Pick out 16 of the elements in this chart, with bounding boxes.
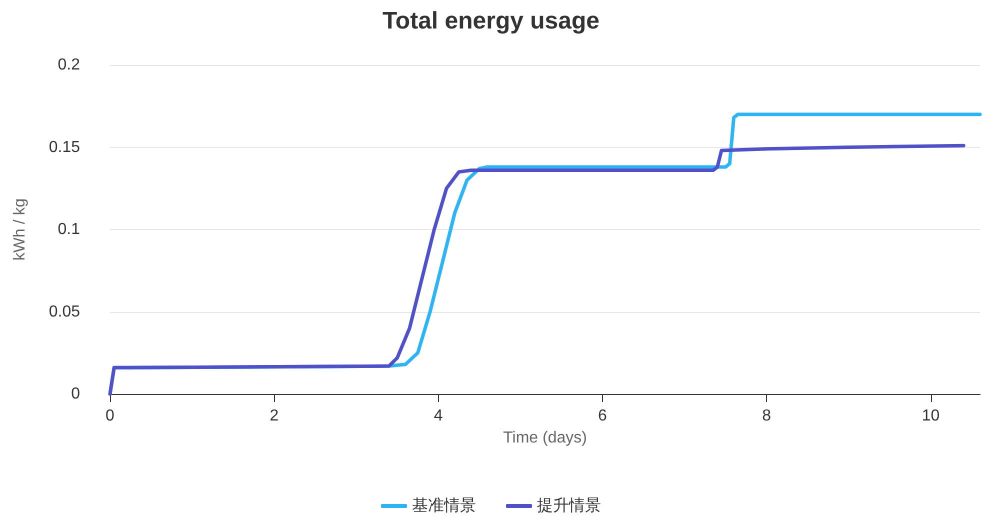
x-tick-label: 6 <box>598 408 607 424</box>
legend-label: 提升情景 <box>537 496 601 514</box>
x-tick-label: 2 <box>270 408 279 424</box>
y-tick-label: 0.05 <box>48 303 80 320</box>
y-axis-title: kWh / kg <box>12 198 28 261</box>
y-tick-label: 0.15 <box>48 138 80 156</box>
x-tick-label: 8 <box>762 408 772 424</box>
x-tick-label: 0 <box>106 408 115 424</box>
chart-title: Total energy usage <box>382 8 600 34</box>
x-tick-label: 4 <box>434 408 443 424</box>
legend-label: 基准情景 <box>412 496 476 514</box>
y-tick-label: 0.1 <box>58 221 80 238</box>
x-axis-title: Time (days) <box>503 430 587 446</box>
y-tick-label: 0.2 <box>58 56 80 74</box>
y-tick-label: 0 <box>71 386 80 402</box>
x-tick-label: 10 <box>922 408 940 424</box>
